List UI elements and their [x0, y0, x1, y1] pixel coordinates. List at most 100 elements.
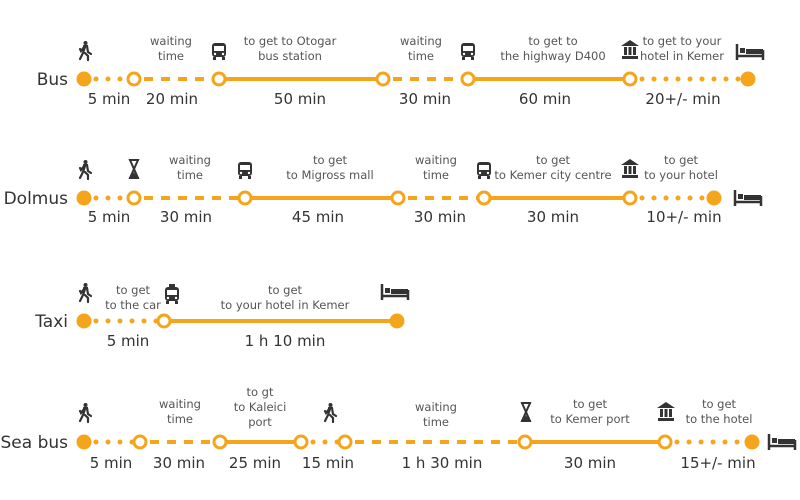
vehicle-light	[486, 171, 490, 175]
stop-node	[212, 434, 228, 450]
vehicle-window	[167, 290, 177, 295]
segment-caption: time	[167, 412, 193, 426]
stop-node	[657, 434, 673, 450]
segment-caption: waiting	[150, 34, 192, 48]
stop-node	[126, 190, 142, 206]
vehicle-light	[213, 52, 217, 56]
bed-icon	[380, 284, 410, 300]
bed-blanket	[391, 289, 408, 294]
segment-duration: 20+/- min	[645, 90, 720, 108]
vehicle-light	[221, 52, 225, 56]
segment-dotted: 5 min	[90, 439, 137, 472]
bus-icon	[212, 43, 226, 60]
stop-node	[622, 190, 638, 206]
segment-caption: to Kaleici	[234, 400, 287, 414]
stop-node	[293, 434, 309, 450]
hourglass-shape	[520, 402, 532, 422]
museum-icon	[621, 159, 639, 178]
museum-shape	[657, 402, 675, 421]
bed-blanket	[778, 439, 795, 444]
segment-duration: 5 min	[90, 454, 133, 472]
vehicle-wheel	[248, 176, 251, 179]
segment-caption: waiting	[169, 153, 211, 167]
segment-caption: to get to Otogar	[244, 34, 337, 48]
segment-duration: 25 min	[229, 454, 281, 472]
stop-node	[375, 71, 391, 87]
end-node	[740, 71, 756, 87]
walker-head	[83, 403, 88, 407]
walker-head	[83, 41, 88, 45]
segment-caption: to get	[664, 153, 699, 167]
walker-body	[78, 163, 93, 181]
stop-node	[132, 434, 148, 450]
segment-duration: 15+/- min	[680, 454, 755, 472]
segment-caption: waiting	[415, 153, 457, 167]
end-node	[744, 434, 760, 450]
segment-duration: 30 min	[527, 208, 579, 226]
segment-duration: 5 min	[88, 208, 131, 226]
segment-duration: 30 min	[153, 454, 205, 472]
segment-duration: 10+/- min	[646, 208, 721, 226]
bed-blanket	[746, 49, 763, 54]
start-node	[76, 313, 92, 329]
segment-caption: waiting	[159, 397, 201, 411]
bed-pillow	[740, 48, 745, 53]
walker-icon	[78, 403, 93, 424]
segment-duration: 50 min	[274, 90, 326, 108]
walker-icon	[78, 283, 93, 304]
segment-caption: to get	[116, 283, 151, 297]
museum-shape	[621, 159, 639, 178]
segment-caption: to get	[313, 153, 348, 167]
walker-head	[83, 160, 88, 164]
segment-caption: to your hotel	[644, 168, 718, 182]
walker-head	[328, 403, 333, 407]
bus-icon	[238, 162, 252, 179]
vehicle-window	[214, 46, 224, 51]
route-label: Dolmus	[4, 189, 69, 209]
vehicle-light	[239, 171, 243, 175]
stop-node	[460, 71, 476, 87]
walker-body	[78, 406, 93, 424]
bed-icon	[735, 44, 765, 60]
vehicle-window	[240, 165, 250, 170]
segment-dotted: 5 min	[88, 195, 131, 226]
route-label: Bus	[37, 70, 68, 90]
stop-node	[390, 190, 406, 206]
vehicle-wheel	[175, 301, 178, 304]
vehicle-light	[470, 52, 474, 56]
segment-caption: hotel in Kemer	[640, 49, 724, 63]
stop-node	[126, 71, 142, 87]
segment-duration: 5 min	[88, 90, 131, 108]
museum-shape	[621, 40, 639, 59]
segment-duration: 1 h 30 min	[402, 454, 483, 472]
end-node	[389, 313, 405, 329]
bed-pillow	[738, 194, 743, 199]
segment-caption: to get	[268, 283, 303, 297]
segment-duration: 20 min	[146, 90, 198, 108]
stop-node	[211, 71, 227, 87]
segment-duration: 30 min	[399, 90, 451, 108]
route-label: Sea bus	[1, 433, 69, 453]
bed-pillow	[772, 438, 777, 443]
end-node	[706, 190, 722, 206]
taxi-sign	[169, 284, 175, 287]
segment-caption: time	[423, 168, 449, 182]
walker-body	[323, 406, 338, 424]
stop-node	[622, 71, 638, 87]
start-node	[76, 71, 92, 87]
segment-caption: to the hotel	[686, 412, 753, 426]
hourglass-shape	[128, 159, 140, 179]
bed-icon	[733, 190, 763, 206]
